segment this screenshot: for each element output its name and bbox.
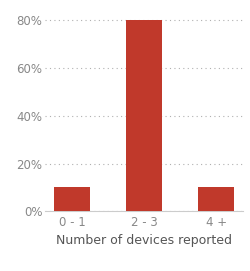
Bar: [54, 188, 90, 211]
Bar: [126, 20, 162, 211]
X-axis label: Number of devices reported: Number of devices reported: [56, 234, 232, 247]
Bar: [198, 188, 234, 211]
